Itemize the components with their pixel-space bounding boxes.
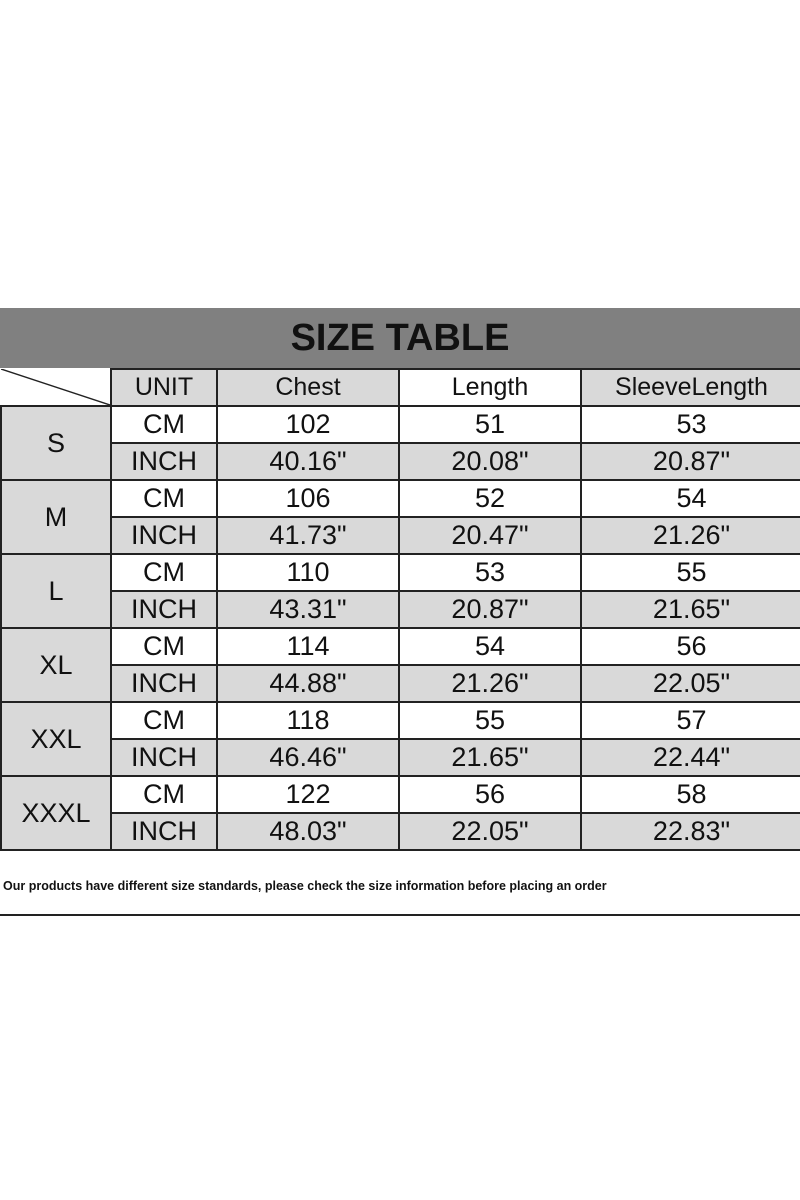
table-row: XXXL CM 122 56 58 <box>0 775 800 851</box>
cm-cell: CM <box>110 479 218 518</box>
table-row: XXL CM 118 55 57 <box>0 701 800 777</box>
inch-cell: 22.05" <box>398 812 582 851</box>
inch-cell: INCH <box>110 590 218 629</box>
cm-cell: 53 <box>398 553 582 592</box>
inch-cell: 40.16" <box>216 442 400 481</box>
corner-cell <box>1 369 112 407</box>
table-row: INCH 48.03" 22.05" 22.83" <box>1 812 800 851</box>
inch-cell: 20.08" <box>398 442 582 481</box>
table-title: SIZE TABLE <box>0 308 800 368</box>
header-row: UNIT Chest Length SleeveLength <box>1 368 800 407</box>
cm-cell: CM <box>110 553 218 592</box>
cm-cell: 54 <box>398 627 582 666</box>
size-note: Our products have different size standar… <box>3 879 607 893</box>
header-sleeve-length: SleeveLength <box>580 368 800 407</box>
cm-cell: CM <box>110 701 218 740</box>
inch-cell: 22.05" <box>580 664 800 703</box>
cm-cell: 58 <box>580 775 800 814</box>
header-length: Length <box>398 368 582 407</box>
inch-cell: 21.26" <box>580 516 800 555</box>
inch-cell: 22.83" <box>580 812 800 851</box>
inch-cell: 41.73" <box>216 516 400 555</box>
cm-cell: 53 <box>580 405 800 444</box>
inch-cell: 20.87" <box>398 590 582 629</box>
cm-cell: CM <box>110 405 218 444</box>
size-table: UNIT Chest Length SleeveLength S CM 102 51 5… <box>0 368 800 851</box>
size-label: XXXL <box>0 775 112 851</box>
size-label: XXL <box>0 701 112 777</box>
cm-cell: 106 <box>216 479 400 518</box>
inch-cell: INCH <box>110 812 218 851</box>
table-row: INCH 43.31" 20.87" 21.65" <box>1 590 800 629</box>
cm-cell: 54 <box>580 479 800 518</box>
cm-cell: 56 <box>580 627 800 666</box>
cm-cell: 55 <box>580 553 800 592</box>
cm-cell: CM <box>110 627 218 666</box>
table-row: INCH 40.16" 20.08" 20.87" <box>1 442 800 481</box>
cm-cell: 122 <box>216 775 400 814</box>
divider <box>0 914 800 916</box>
cm-cell: 57 <box>580 701 800 740</box>
inch-cell: INCH <box>110 442 218 481</box>
table-row: S CM 102 51 53 <box>0 405 800 481</box>
cm-cell: 56 <box>398 775 582 814</box>
table-row: XL CM 114 54 56 <box>0 627 800 703</box>
inch-cell: 20.47" <box>398 516 582 555</box>
inch-cell: 20.87" <box>580 442 800 481</box>
cm-cell: 55 <box>398 701 582 740</box>
header-chest: Chest <box>216 368 400 407</box>
cm-cell: 102 <box>216 405 400 444</box>
inch-cell: 43.31" <box>216 590 400 629</box>
cm-cell: CM <box>110 775 218 814</box>
inch-cell: INCH <box>110 516 218 555</box>
cm-cell: 52 <box>398 479 582 518</box>
cm-cell: 51 <box>398 405 582 444</box>
size-label: M <box>0 479 112 555</box>
cm-cell: 110 <box>216 553 400 592</box>
inch-cell: INCH <box>110 664 218 703</box>
table-row: INCH 44.88" 21.26" 22.05" <box>1 664 800 703</box>
inch-cell: 22.44" <box>580 738 800 777</box>
table-row: L CM 110 53 55 <box>0 553 800 629</box>
inch-cell: 21.65" <box>398 738 582 777</box>
inch-cell: INCH <box>110 738 218 777</box>
inch-cell: 44.88" <box>216 664 400 703</box>
size-label: XL <box>0 627 112 703</box>
cm-cell: 114 <box>216 627 400 666</box>
inch-cell: 21.26" <box>398 664 582 703</box>
size-label: S <box>0 405 112 481</box>
size-label: L <box>0 553 112 629</box>
table-row: INCH 46.46" 21.65" 22.44" <box>1 738 800 777</box>
table-row: INCH 41.73" 20.47" 21.26" <box>1 516 800 555</box>
inch-cell: 46.46" <box>216 738 400 777</box>
inch-cell: 48.03" <box>216 812 400 851</box>
inch-cell: 21.65" <box>580 590 800 629</box>
table-row: M CM 106 52 54 <box>0 479 800 555</box>
header-unit: UNIT <box>110 368 218 407</box>
cm-cell: 118 <box>216 701 400 740</box>
